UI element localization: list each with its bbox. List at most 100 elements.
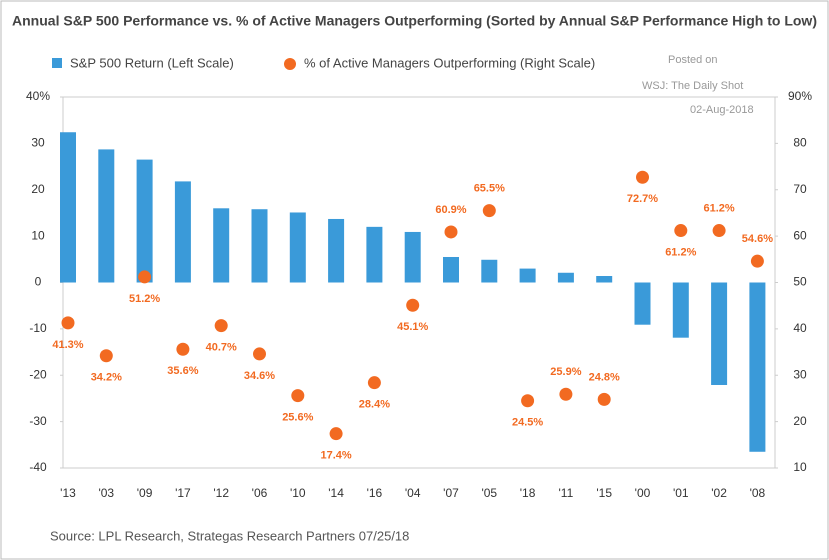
- data-label: 45.1%: [397, 321, 428, 333]
- dot: [214, 319, 228, 333]
- dot: [367, 376, 381, 390]
- legend-label: S&P 500 Return (Left Scale): [70, 55, 234, 70]
- data-label: 17.4%: [320, 450, 351, 462]
- watermark: 02-Aug-2018: [690, 104, 754, 116]
- x-tick-label: '07: [443, 486, 459, 500]
- bar: [98, 149, 115, 283]
- data-label: 34.6%: [244, 370, 275, 382]
- data-label: 34.2%: [91, 372, 122, 384]
- y2-tick-label: 70: [793, 182, 807, 196]
- x-tick-label: '15: [596, 486, 612, 500]
- data-label: 24.8%: [589, 371, 620, 383]
- legend-marker: [284, 58, 296, 70]
- data-label: 28.4%: [359, 399, 390, 411]
- bar: [672, 282, 689, 338]
- bar: [749, 282, 766, 452]
- bar: [213, 208, 230, 283]
- x-tick-label: '13: [60, 486, 76, 500]
- x-tick-label: '04: [405, 486, 421, 500]
- x-tick-label: '00: [635, 486, 651, 500]
- x-tick-label: '18: [520, 486, 536, 500]
- y-tick-label: -20: [29, 367, 47, 381]
- data-label: 72.7%: [627, 193, 658, 205]
- data-label: 51.2%: [129, 293, 160, 305]
- y2-tick-label: 20: [793, 414, 807, 428]
- dot: [99, 349, 113, 363]
- dot: [712, 224, 726, 238]
- y2-tick-label: 40: [793, 321, 807, 335]
- y-tick-label: -40: [29, 460, 47, 474]
- data-label: 60.9%: [435, 204, 466, 216]
- bar: [174, 181, 191, 283]
- bar: [557, 272, 574, 283]
- bar: [443, 256, 459, 283]
- x-tick-label: '17: [175, 486, 191, 500]
- y-tick-label: 20: [31, 182, 45, 196]
- y2-tick-label: 50: [793, 275, 807, 289]
- y-tick-label: 30: [31, 136, 45, 150]
- bar: [519, 268, 536, 283]
- bar: [634, 282, 651, 325]
- x-tick-label: '02: [711, 486, 727, 500]
- dot: [291, 389, 305, 403]
- y-tick-label: 40%: [26, 89, 50, 103]
- bar: [136, 159, 153, 283]
- data-label: 35.6%: [167, 365, 198, 377]
- y2-tick-label: 80: [793, 136, 807, 150]
- bar: [366, 226, 383, 283]
- x-tick-label: '06: [252, 486, 268, 500]
- legend-marker: [52, 58, 62, 68]
- dot: [750, 254, 764, 268]
- dot: [406, 298, 420, 312]
- bar: [289, 212, 306, 283]
- source: Source: LPL Research, Strategas Research…: [50, 528, 409, 543]
- dot: [597, 392, 611, 406]
- data-label: 25.9%: [550, 366, 581, 378]
- dot: [329, 427, 343, 441]
- y2-tick-label: 30: [793, 367, 807, 381]
- bar: [251, 209, 268, 283]
- data-label: 61.2%: [703, 202, 734, 214]
- x-tick-label: '14: [328, 486, 344, 500]
- y-tick-label: -10: [29, 321, 47, 335]
- dot: [674, 224, 688, 238]
- dot: [444, 225, 458, 239]
- x-tick-label: '16: [367, 486, 383, 500]
- chart-title: Annual S&P 500 Performance vs. % of Acti…: [12, 13, 817, 29]
- data-label: 54.6%: [742, 233, 773, 245]
- dot: [636, 170, 649, 184]
- dot: [559, 387, 573, 401]
- x-tick-label: '08: [750, 486, 766, 500]
- x-tick-label: '09: [137, 486, 153, 500]
- x-tick-label: '10: [290, 486, 306, 500]
- x-tick-label: '11: [559, 486, 574, 500]
- data-label: 61.2%: [665, 246, 696, 258]
- dot: [61, 316, 75, 330]
- bar: [328, 218, 345, 283]
- bar: [711, 282, 728, 385]
- data-label: 41.3%: [52, 339, 83, 351]
- dot: [138, 270, 152, 284]
- y-tick-label: -30: [29, 414, 47, 428]
- bar: [481, 259, 498, 283]
- bar: [404, 231, 421, 283]
- y2-tick-label: 60: [793, 228, 807, 242]
- x-tick-label: '03: [98, 486, 114, 500]
- data-label: 65.5%: [474, 183, 505, 195]
- watermark: WSJ: The Daily Shot: [642, 80, 743, 92]
- x-tick-label: '12: [213, 486, 229, 500]
- y-tick-label: 0: [35, 275, 42, 289]
- data-label: 24.5%: [512, 417, 543, 429]
- bar: [596, 276, 613, 283]
- data-label: 25.6%: [282, 412, 313, 424]
- y2-tick-label: 10: [793, 460, 807, 474]
- dot: [482, 204, 496, 218]
- dot: [521, 394, 535, 408]
- dot: [176, 342, 190, 356]
- bar: [60, 132, 76, 283]
- watermark: Posted on: [668, 54, 718, 66]
- data-label: 40.7%: [206, 342, 237, 354]
- y-tick-label: 10: [31, 228, 45, 242]
